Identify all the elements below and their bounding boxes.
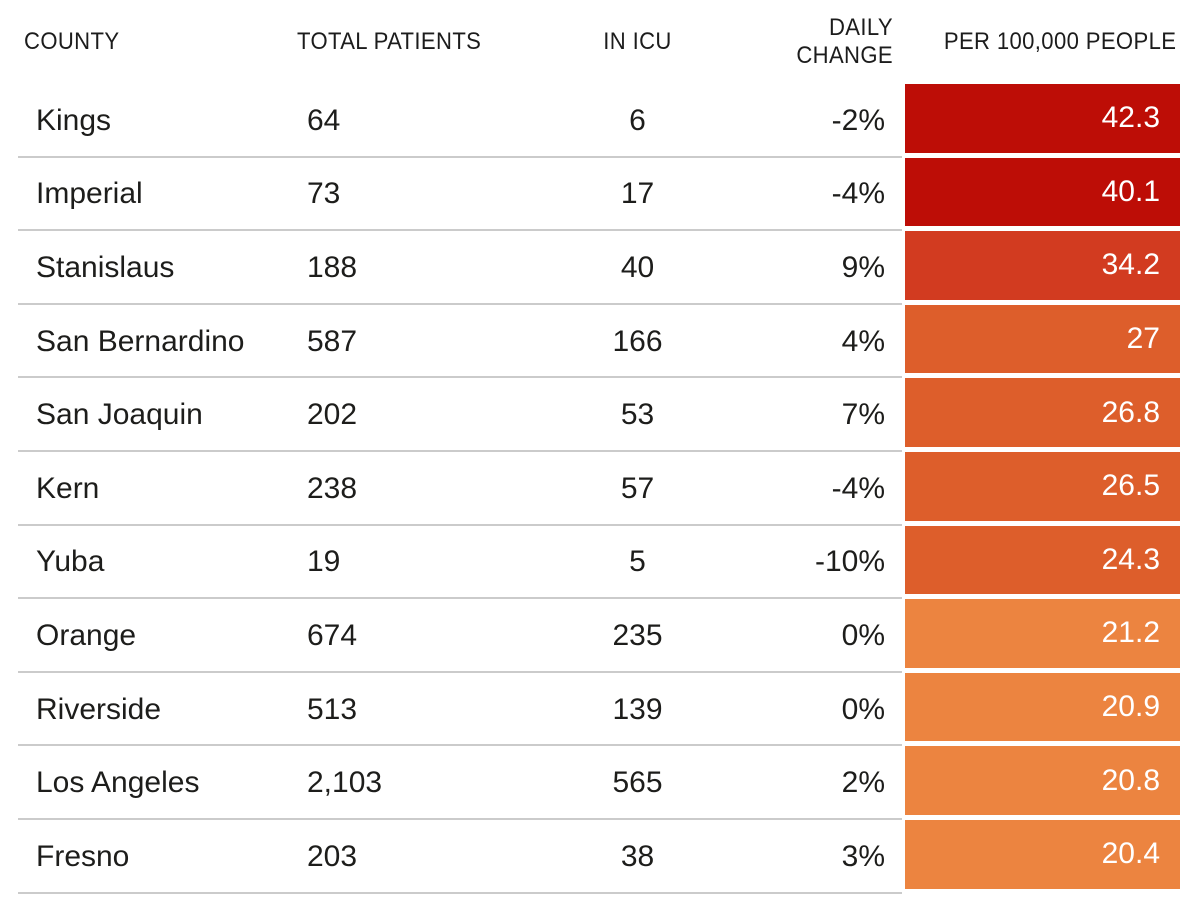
- total-patients-cell: 73: [307, 177, 341, 211]
- in-icu-cell: 6: [629, 103, 646, 137]
- county-cell: Stanislaus: [36, 250, 175, 284]
- table-row: Fresno 203 38 3% 20.4: [0, 819, 1200, 894]
- total-patients-cell: 513: [307, 692, 358, 726]
- per-100k-heat-cell: 34.2: [905, 231, 1180, 300]
- per-100k-heat-cell: 26.5: [905, 451, 1180, 521]
- column-header-county: COUNTY: [24, 28, 120, 55]
- total-patients-cell: 238: [307, 471, 358, 505]
- daily-change-cell: -10%: [814, 545, 885, 579]
- per-100k-heat-cell: 24.3: [905, 525, 1180, 595]
- table-row: Yuba 19 5 -10% 24.3: [0, 525, 1200, 600]
- table-row: Orange 674 235 0% 21.2: [0, 599, 1200, 673]
- total-patients-cell: 203: [307, 839, 358, 873]
- table-row: San Bernardino 587 166 4% 27: [0, 304, 1200, 379]
- in-icu-cell: 40: [620, 250, 655, 284]
- daily-change-cell: -2%: [831, 103, 885, 137]
- county-cell: Los Angeles: [36, 766, 200, 800]
- per-100k-heat-cell: 21.2: [905, 599, 1180, 668]
- total-patients-cell: 64: [307, 103, 341, 137]
- county-cell: Riverside: [36, 692, 162, 726]
- table-row: Kings 64 6 -2% 42.3: [0, 84, 1200, 158]
- total-patients-cell: 19: [307, 545, 341, 579]
- daily-change-cell: 0%: [841, 618, 885, 652]
- county-cell: Yuba: [36, 545, 105, 579]
- table-header-row: COUNTY TOTAL PATIENTS IN ICU DAILY CHANG…: [0, 0, 1200, 84]
- county-cell: Kern: [36, 471, 100, 505]
- in-icu-cell: 235: [612, 618, 663, 652]
- county-cell: San Bernardino: [36, 324, 245, 358]
- daily-change-cell: 0%: [841, 692, 885, 726]
- county-cell: Kings: [36, 103, 112, 137]
- in-icu-cell: 166: [612, 324, 663, 358]
- daily-change-cell: 7%: [841, 398, 885, 432]
- in-icu-cell: 53: [620, 398, 655, 432]
- daily-change-cell: -4%: [831, 177, 885, 211]
- county-cell: Orange: [36, 618, 137, 652]
- total-patients-cell: 587: [307, 324, 358, 358]
- county-cell: Fresno: [36, 839, 130, 873]
- daily-change-cell: 9%: [841, 250, 885, 284]
- in-icu-cell: 57: [620, 471, 655, 505]
- table-row: San Joaquin 202 53 7% 26.8: [0, 378, 1200, 452]
- daily-change-cell: -4%: [831, 471, 885, 505]
- total-patients-cell: 2,103: [307, 766, 383, 800]
- table-row: Los Angeles 2,103 565 2% 20.8: [0, 746, 1200, 820]
- table-row: Stanislaus 188 40 9% 34.2: [0, 231, 1200, 305]
- per-100k-heat-cell: 20.4: [905, 819, 1180, 889]
- per-100k-heat-cell: 42.3: [905, 84, 1180, 153]
- daily-change-cell: 3%: [841, 839, 885, 873]
- column-header-in-icu: IN ICU: [603, 28, 672, 55]
- county-cell: San Joaquin: [36, 398, 203, 432]
- table-row: Riverside 513 139 0% 20.9: [0, 672, 1200, 747]
- per-100k-heat-cell: 20.8: [905, 746, 1180, 815]
- daily-change-cell: 2%: [841, 766, 885, 800]
- daily-change-cell: 4%: [841, 324, 885, 358]
- table-row: Kern 238 57 -4% 26.5: [0, 451, 1200, 526]
- table-row: Imperial 73 17 -4% 40.1: [0, 157, 1200, 232]
- total-patients-cell: 202: [307, 398, 358, 432]
- total-patients-cell: 674: [307, 618, 358, 652]
- per-100k-heat-cell: 20.9: [905, 672, 1180, 742]
- total-patients-cell: 188: [307, 250, 358, 284]
- in-icu-cell: 38: [620, 839, 655, 873]
- county-cell: Imperial: [36, 177, 143, 211]
- column-header-per-100k: PER 100,000 PEOPLE: [943, 28, 1177, 55]
- per-100k-heat-cell: 27: [905, 304, 1180, 374]
- column-header-daily-change: DAILY CHANGE: [796, 14, 893, 69]
- column-header-total-patients: TOTAL PATIENTS: [297, 28, 482, 55]
- in-icu-cell: 5: [629, 545, 646, 579]
- per-100k-heat-cell: 40.1: [905, 157, 1180, 227]
- in-icu-cell: 139: [612, 692, 663, 726]
- per-100k-heat-cell: 26.8: [905, 378, 1180, 447]
- in-icu-cell: 17: [620, 177, 655, 211]
- in-icu-cell: 565: [612, 766, 663, 800]
